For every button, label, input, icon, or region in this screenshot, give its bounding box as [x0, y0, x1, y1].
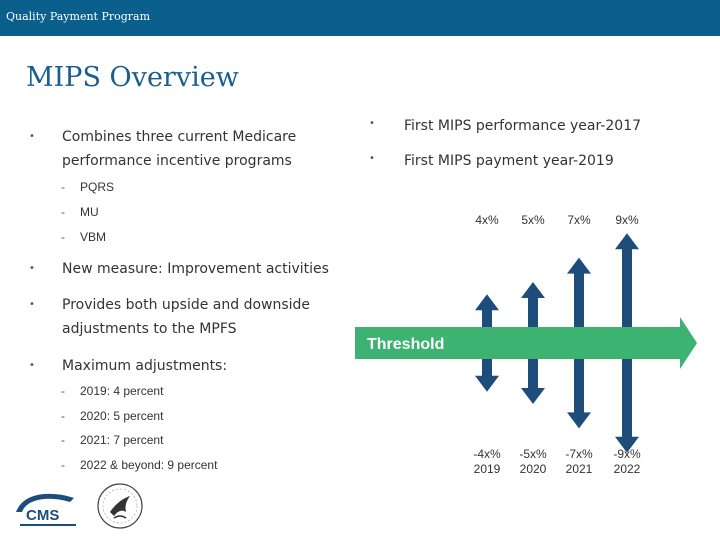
sub-dash: - [61, 180, 65, 194]
bullet-text: Maximum adjustments: [62, 358, 228, 374]
lower-adjustment-label: -7x% [565, 447, 593, 461]
threshold-label: Threshold [367, 336, 444, 353]
adjustment-item: - 2021: 7 percent [61, 433, 164, 447]
cms-logo: CMS [16, 493, 76, 526]
upper-adjustment-label: 7x% [567, 213, 591, 227]
bullet-text: New measure: Improvement activities [62, 261, 329, 277]
sub-dash: - [61, 458, 65, 472]
bullet-dot: • [369, 153, 375, 164]
lower-adjustment-label: -5x% [519, 447, 547, 461]
program-label: VBM [80, 230, 107, 244]
year-label: 2022 [614, 462, 641, 476]
bullet-performance-year: • First MIPS performance year-2017 [369, 118, 642, 134]
upper-adjustment-label: 5x% [521, 213, 545, 227]
adjustment-label: 2021: 7 percent [80, 433, 164, 447]
adjustment-label: 2019: 4 percent [80, 384, 164, 398]
bullet-payment-year: • First MIPS payment year-2019 [369, 153, 614, 169]
bullet-text: Combines three current Medicare performa… [62, 129, 297, 169]
threshold-arrow [355, 317, 697, 369]
hhs-seal-icon [97, 483, 143, 529]
bullet-combines-programs: • Combines three current Medicare perfor… [29, 125, 332, 173]
sub-dash: - [61, 433, 65, 447]
bullet-dot: • [29, 131, 35, 142]
sub-dash: - [61, 409, 65, 423]
slide-title: MIPS Overview [26, 62, 239, 93]
program-item: - MU [61, 205, 99, 219]
header-bar: Quality Payment Program [0, 0, 720, 36]
footer-logos: CMS [16, 483, 143, 529]
upper-adjustment-label: 4x% [475, 213, 499, 227]
year-label: 2020 [520, 462, 547, 476]
lower-adjustment-label: -9x% [613, 447, 641, 461]
bullet-text: First MIPS performance year-2017 [404, 118, 642, 134]
program-item: - VBM [61, 230, 107, 244]
bullet-text: Provides both upside and downside adjust… [62, 297, 311, 337]
program-label: MU [80, 205, 99, 219]
program-label: PQRS [80, 180, 115, 194]
bullet-dot: • [369, 118, 375, 129]
program-title: Quality Payment Program [6, 10, 151, 23]
adjustment-label: 2020: 5 percent [80, 409, 164, 423]
bullet-dot: • [29, 299, 35, 310]
adjustment-item: - 2022 & beyond: 9 percent [61, 458, 218, 472]
year-label: 2021 [566, 462, 593, 476]
bullet-dot: • [29, 263, 35, 274]
bullet-text: First MIPS payment year-2019 [404, 153, 614, 169]
year-label: 2019 [474, 462, 501, 476]
bullet-dot: • [29, 360, 35, 371]
bullet-max-adjustments: • Maximum adjustments: [29, 354, 312, 378]
cms-logo-text: CMS [26, 507, 59, 524]
bullet-adjustments: • Provides both upside and downside adju… [29, 293, 327, 341]
program-item: - PQRS [61, 180, 115, 194]
lower-adjustment-label: -4x% [473, 447, 501, 461]
adjustment-item: - 2020: 5 percent [61, 409, 164, 423]
upper-adjustment-label: 9x% [615, 213, 639, 227]
bullet-new-measure: • New measure: Improvement activities [29, 257, 362, 281]
sub-dash: - [61, 205, 65, 219]
sub-dash: - [61, 230, 65, 244]
sub-dash: - [61, 384, 65, 398]
adjustment-label: 2022 & beyond: 9 percent [80, 458, 218, 472]
adjustment-item: - 2019: 4 percent [61, 384, 164, 398]
